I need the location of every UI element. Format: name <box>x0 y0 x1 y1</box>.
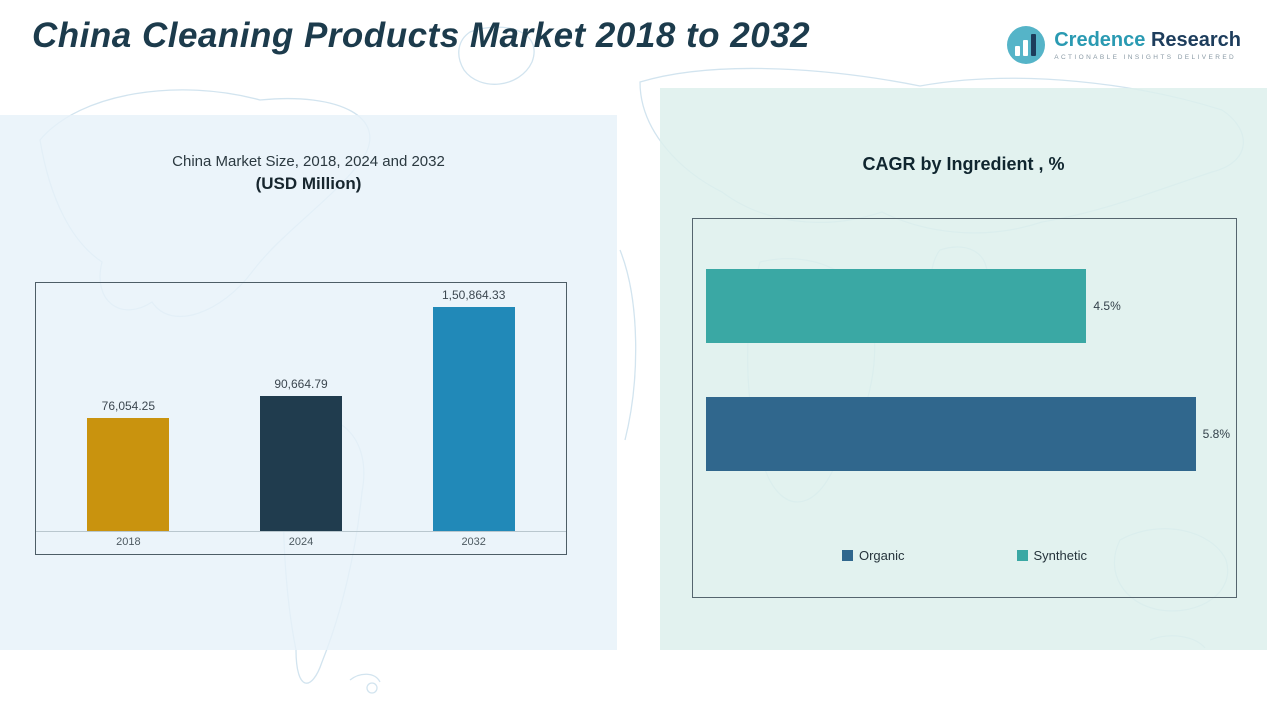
bar-plot-area: 76,054.25 90,664.79 1,50,864.33 <box>36 283 566 531</box>
cagr-bar-chart: 4.5% 5.8% Organic Synthetic <box>692 218 1237 598</box>
logo-brand-secondary: Research <box>1150 28 1241 51</box>
bar-value-label: 4.5% <box>1093 299 1121 313</box>
x-axis: 2018 2024 2032 <box>36 531 566 554</box>
bar-2032 <box>432 307 515 531</box>
bar-2018 <box>87 418 170 531</box>
credence-research-logo: Credence Research ACTIONABLE INSIGHTS DE… <box>1007 26 1241 64</box>
legend-label-organic: Organic <box>858 548 905 563</box>
legend-swatch-synthetic <box>1016 550 1028 561</box>
market-size-bar-chart: 76,054.25 90,664.79 1,50,864.33 2018 202… <box>35 282 567 555</box>
logo-tagline: ACTIONABLE INSIGHTS DELIVERED <box>1054 53 1237 61</box>
x-axis-label-2024: 2024 <box>288 536 314 548</box>
bar-value-label: 90,664.79 <box>274 377 328 391</box>
bar-value-label: 5.8% <box>1202 427 1230 441</box>
bar-value-label: 1,50,864.33 <box>441 288 506 302</box>
legend-item-organic: Organic <box>841 548 905 563</box>
right-chart-title: CAGR by Ingredient , % <box>862 154 1065 174</box>
bar-organic <box>706 397 1196 471</box>
hbar-group-organic: 5.8% <box>693 397 1236 471</box>
bar-chart-circle-icon <box>1007 26 1046 64</box>
bar-group-2018: 76,054.25 <box>42 399 215 531</box>
market-size-panel: China Market Size, 2018, 2024 and 2032 (… <box>0 115 617 650</box>
bar-group-2032: 1,50,864.33 <box>387 288 560 531</box>
bar-synthetic <box>706 269 1087 343</box>
legend-label-synthetic: Synthetic <box>1033 548 1087 563</box>
logo-brand-name: Credence Research <box>1054 29 1241 51</box>
bar-value-label: 76,054.25 <box>101 399 156 413</box>
bar-group-2024: 90,664.79 <box>215 377 388 531</box>
legend-swatch-organic <box>841 550 853 561</box>
logo-brand-primary: Credence <box>1054 28 1146 51</box>
left-chart-title: China Market Size, 2018, 2024 and 2032 <box>172 153 445 170</box>
left-chart-subtitle: (USD Million) <box>255 174 362 193</box>
hbar-group-synthetic: 4.5% <box>693 269 1236 343</box>
x-axis-label-2032: 2032 <box>461 536 486 548</box>
legend-item-synthetic: Synthetic <box>1016 548 1087 563</box>
cagr-panel: CAGR by Ingredient , % 4.5% 5.8% Organic… <box>660 88 1267 650</box>
x-axis-label-2018: 2018 <box>116 536 141 548</box>
legend: Organic Synthetic <box>693 548 1236 563</box>
bar-2024 <box>260 396 342 531</box>
page-title: China Cleaning Products Market 2018 to 2… <box>32 16 811 55</box>
